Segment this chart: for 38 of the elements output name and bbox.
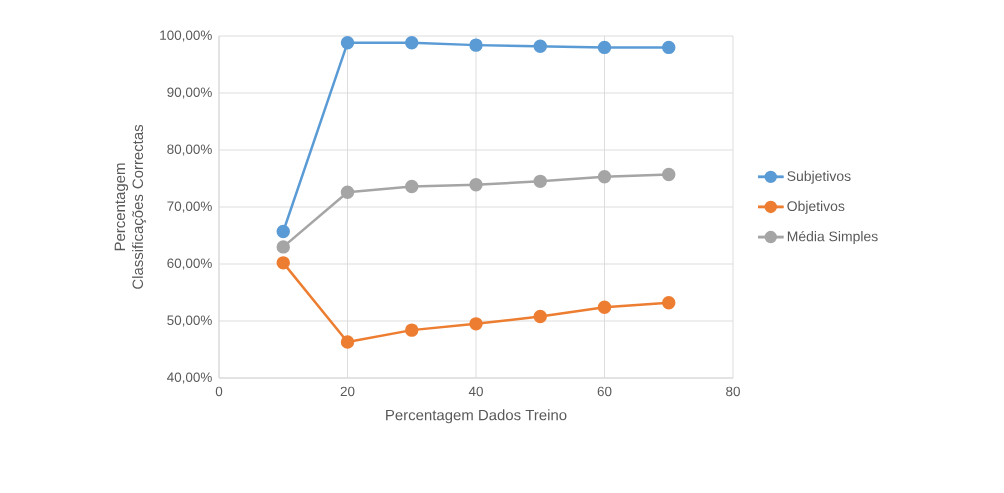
- point: [340, 335, 355, 349]
- point: [469, 178, 483, 192]
- point: [597, 170, 612, 184]
- point: [533, 39, 547, 53]
- x-tick-label: 20: [340, 386, 355, 397]
- y-tick-label: 100,00%: [160, 30, 212, 42]
- legend-label: Subjetivos: [787, 170, 851, 184]
- legend-label: Objetivos: [787, 200, 845, 214]
- point: [405, 36, 419, 50]
- point: [533, 174, 547, 189]
- point: [469, 317, 483, 331]
- point: [662, 167, 676, 182]
- y-tick-label: 60,00%: [167, 258, 212, 270]
- y-tick-label: 50,00%: [167, 315, 212, 327]
- point: [597, 300, 612, 315]
- point: [597, 40, 612, 55]
- x-tick-label: 60: [597, 386, 612, 397]
- x-axis-title: Percentagem Dados Treino: [386, 409, 567, 424]
- point: [340, 36, 355, 50]
- y-tick-label: 70,00%: [167, 201, 212, 213]
- point: [276, 224, 290, 239]
- x-tick-label: 80: [726, 386, 740, 397]
- point: [662, 40, 676, 55]
- y-tick-label: 80,00%: [167, 144, 212, 156]
- point: [276, 240, 290, 254]
- point: [469, 38, 483, 52]
- y-axis-title: Percentagem Classificações Correctas: [114, 124, 147, 289]
- point: [533, 309, 547, 324]
- y-tick-label: 40,00%: [167, 372, 212, 384]
- point: [340, 185, 355, 199]
- point: [662, 296, 676, 310]
- point: [405, 323, 419, 337]
- legend-label: Média Simples: [787, 230, 878, 245]
- point: [276, 256, 290, 270]
- y-tick-label: 90,00%: [167, 87, 212, 99]
- point: [405, 179, 419, 194]
- x-tick-label: 0: [215, 386, 223, 397]
- x-tick-label: 40: [468, 386, 483, 397]
